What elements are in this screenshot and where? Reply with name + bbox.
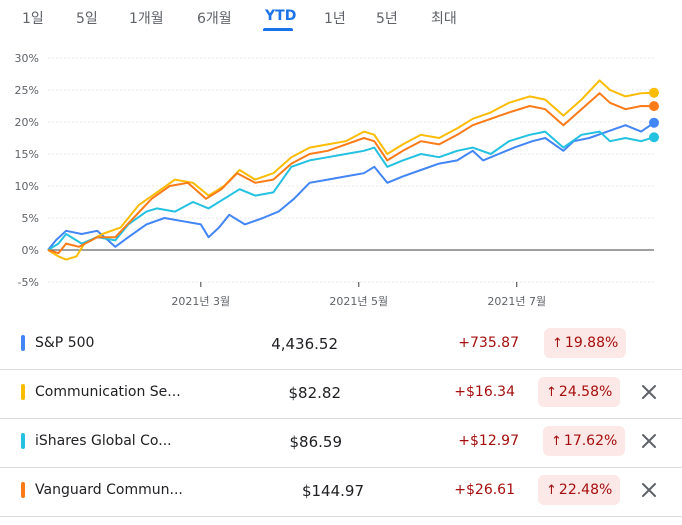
price-change: +735.87 (458, 335, 519, 351)
percent-change-badge: ↑ 24.58% (538, 377, 621, 407)
series-line-2 (47, 130, 655, 251)
close-icon[interactable] (639, 382, 659, 402)
series-line-1 (47, 79, 655, 261)
series-end-point-1 (649, 87, 659, 98)
series-line-3 (47, 92, 655, 255)
percent-change-badge: ↑ 19.88% (544, 328, 627, 358)
arrow-up-icon: ↑ (546, 385, 557, 400)
tab-1[interactable]: 5일 (76, 11, 98, 27)
arrow-up-icon: ↑ (551, 434, 562, 449)
security-name[interactable]: Vanguard Commun... (35, 482, 183, 498)
series-color-marker (21, 384, 25, 400)
close-icon[interactable] (639, 480, 659, 500)
x-tick-label: 2021년 5월 (329, 295, 388, 308)
security-name[interactable]: S&P 500 (35, 335, 95, 351)
series-end-point-0 (649, 117, 659, 128)
y-tick-label: 15% (15, 148, 39, 161)
series-color-marker (21, 335, 25, 351)
y-tick-label: 20% (15, 116, 39, 129)
y-tick-label: -5% (18, 276, 39, 289)
table-row[interactable]: Vanguard Commun... $144.97 +$26.61 ↑ 22.48% (0, 467, 682, 517)
y-tick-label: 10% (15, 180, 39, 193)
percent-change-value: 24.58% (558, 384, 613, 400)
y-tick-label: 5% (22, 212, 39, 225)
arrow-up-icon: ↑ (546, 483, 557, 498)
percent-change-value: 22.48% (558, 482, 613, 498)
tab-2[interactable]: 1개월 (129, 11, 164, 27)
close-icon[interactable] (639, 431, 659, 451)
percent-change-badge: ↑ 22.48% (538, 475, 621, 505)
percent-change-value: 17.62% (563, 433, 618, 449)
arrow-up-icon: ↑ (552, 336, 563, 351)
series-color-marker (21, 433, 25, 449)
security-name[interactable]: Communication Se... (35, 384, 181, 400)
tab-0[interactable]: 1일 (22, 11, 44, 27)
price-change: +$16.34 (454, 384, 515, 400)
tab-4[interactable]: YTD (265, 8, 297, 24)
y-tick-label: 30% (15, 52, 39, 65)
comparison-line-chart: 30% 25% 20% 15% 10% 5% 0% -5% 2021년 3월 2021년 5월 20… (15, 52, 659, 308)
tab-7[interactable]: 최대 (431, 11, 457, 27)
tab-5[interactable]: 1년 (324, 11, 346, 27)
security-price: $144.97 (301, 482, 364, 500)
security-price: $86.59 (289, 433, 343, 451)
time-range-tabs: 1일 5일 1개월 6개월 YTD 1년 5년 최대 (0, 0, 682, 40)
table-row[interactable]: Communication Se... $82.82 +$16.34 ↑ 24.58% (0, 369, 682, 419)
y-tick-label: 0% (22, 244, 39, 257)
security-price: 4,436.52 (271, 335, 338, 353)
tab-6[interactable]: 5년 (376, 11, 398, 27)
series-end-point-3 (649, 101, 659, 112)
series-line-0 (47, 121, 655, 251)
table-row[interactable]: iShares Global Co... $86.59 +$12.97 ↑ 17.62% (0, 418, 682, 468)
percent-change-badge: ↑ 17.62% (543, 426, 626, 456)
x-tick-label: 2021년 3월 (171, 295, 230, 308)
x-tick-label: 2021년 7월 (487, 295, 546, 308)
price-change: +$26.61 (454, 482, 515, 498)
price-change: +$12.97 (458, 433, 519, 449)
y-tick-label: 25% (15, 84, 39, 97)
series-end-point-2 (649, 132, 659, 143)
active-tab-indicator (263, 28, 293, 31)
table-row[interactable]: S&P 500 4,436.52 +735.87 ↑ 19.88% (0, 320, 682, 370)
percent-change-value: 19.88% (564, 335, 619, 351)
security-name[interactable]: iShares Global Co... (35, 433, 172, 449)
series-color-marker (21, 482, 25, 498)
security-price: $82.82 (288, 384, 342, 402)
tab-3[interactable]: 6개월 (197, 11, 232, 27)
